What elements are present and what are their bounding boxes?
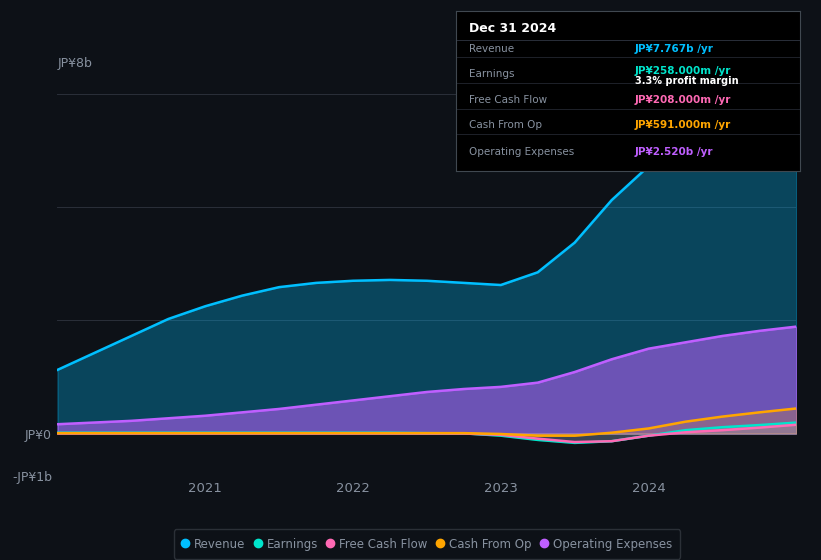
Text: Dec 31 2024: Dec 31 2024: [470, 22, 557, 35]
Text: Revenue: Revenue: [470, 44, 515, 54]
Text: JP¥208.000m /yr: JP¥208.000m /yr: [635, 95, 732, 105]
Text: Cash From Op: Cash From Op: [470, 120, 543, 130]
Text: JP¥7.767b /yr: JP¥7.767b /yr: [635, 44, 713, 54]
Text: Operating Expenses: Operating Expenses: [470, 147, 575, 157]
Text: 3.3% profit margin: 3.3% profit margin: [635, 76, 739, 86]
Text: JP¥258.000m /yr: JP¥258.000m /yr: [635, 66, 732, 76]
Text: JP¥2.520b /yr: JP¥2.520b /yr: [635, 147, 713, 157]
Text: JP¥591.000m /yr: JP¥591.000m /yr: [635, 120, 732, 130]
Legend: Revenue, Earnings, Free Cash Flow, Cash From Op, Operating Expenses: Revenue, Earnings, Free Cash Flow, Cash …: [174, 529, 680, 559]
Text: Free Cash Flow: Free Cash Flow: [470, 95, 548, 105]
Text: Earnings: Earnings: [470, 69, 515, 80]
Text: JP¥8b: JP¥8b: [57, 57, 92, 70]
